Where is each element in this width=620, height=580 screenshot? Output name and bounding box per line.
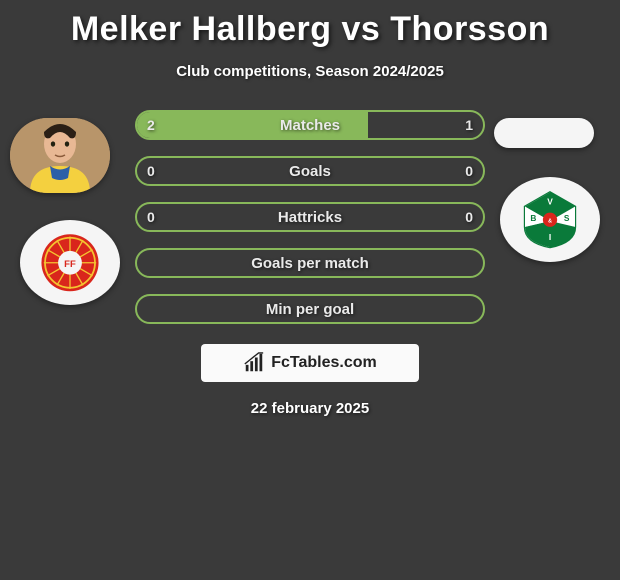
stat-left-value: 0 — [147, 163, 155, 179]
page-title: Melker Hallberg vs Thorsson — [0, 0, 620, 49]
stat-right-value: 1 — [465, 117, 473, 133]
svg-text:S: S — [564, 213, 570, 223]
stat-label: Goals per match — [251, 255, 369, 272]
stat-right-value: 0 — [465, 209, 473, 225]
player-photo-icon — [10, 118, 110, 193]
svg-text:FF: FF — [64, 259, 76, 270]
date-label: 22 february 2025 — [0, 400, 620, 417]
svg-text:B: B — [530, 213, 536, 223]
svg-text:&: & — [548, 218, 552, 224]
stat-label: Goals — [289, 163, 331, 180]
stat-label: Matches — [280, 117, 340, 134]
stat-row-goals-per-match: Goals per match — [135, 248, 485, 278]
watermark: FcTables.com — [201, 344, 419, 382]
stat-rows: 2 Matches 1 0 Goals 0 0 Hattricks 0 Goal… — [135, 110, 485, 324]
varbergs-badge-icon: V B S I & — [515, 190, 585, 250]
subtitle: Club competitions, Season 2024/2025 — [0, 63, 620, 80]
stat-label: Hattricks — [278, 209, 342, 226]
stat-row-goals: 0 Goals 0 — [135, 156, 485, 186]
stat-row-min-per-goal: Min per goal — [135, 294, 485, 324]
club-right-badge: V B S I & — [500, 177, 600, 262]
svg-text:I: I — [549, 232, 551, 242]
chart-icon — [243, 352, 265, 374]
stat-row-hattricks: 0 Hattricks 0 — [135, 202, 485, 232]
stat-left-value: 2 — [147, 117, 155, 133]
comparison-panel: FF V B S I & 2 Matches 1 0 — [0, 110, 620, 417]
stat-label: Min per goal — [266, 301, 354, 318]
player-right-avatar — [494, 118, 594, 148]
player-left-avatar — [10, 118, 110, 193]
kalmar-badge-icon: FF — [35, 233, 105, 293]
stat-row-matches: 2 Matches 1 — [135, 110, 485, 140]
svg-text:V: V — [547, 196, 553, 206]
watermark-text: FcTables.com — [271, 354, 377, 372]
stat-right-value: 0 — [465, 163, 473, 179]
club-left-badge: FF — [20, 220, 120, 305]
stat-left-value: 0 — [147, 209, 155, 225]
